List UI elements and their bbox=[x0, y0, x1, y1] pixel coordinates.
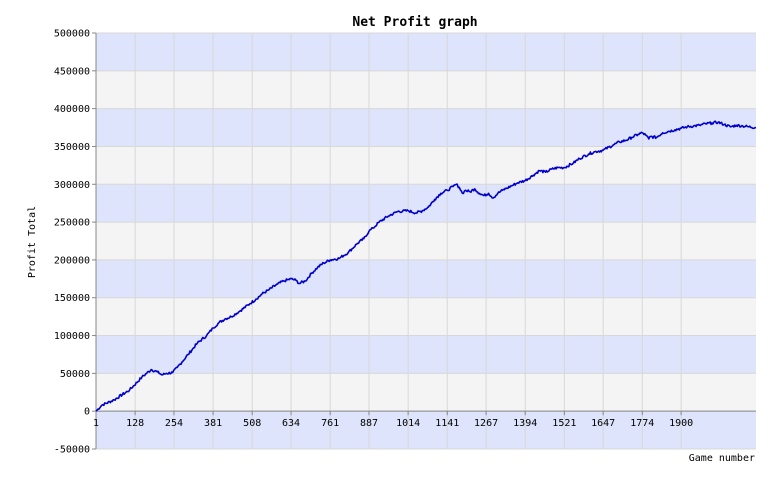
x-tick-label: 1267 bbox=[474, 418, 498, 429]
y-tick-label: 0 bbox=[84, 407, 90, 418]
plot-band bbox=[96, 297, 756, 336]
y-tick-label: 200000 bbox=[54, 255, 90, 266]
plot-band bbox=[96, 411, 756, 449]
x-axis-label: Game number bbox=[689, 453, 755, 464]
plot-bands bbox=[96, 33, 756, 449]
x-tick-label: 634 bbox=[282, 418, 300, 429]
x-tick-label: 1394 bbox=[513, 418, 537, 429]
plot-band bbox=[96, 108, 756, 147]
y-tick-label: 50000 bbox=[60, 369, 90, 380]
y-tick-label: 300000 bbox=[54, 180, 90, 191]
plot-band bbox=[96, 146, 756, 185]
x-tick-label: 1900 bbox=[669, 418, 693, 429]
axes bbox=[95, 33, 756, 449]
plot-band bbox=[96, 373, 756, 412]
y-tick-labels: -50000 0 50000 100000 150000 200000 250000 3000… bbox=[54, 29, 96, 456]
y-tick-label: 350000 bbox=[54, 142, 90, 153]
y-tick-label: 150000 bbox=[54, 293, 90, 304]
x-tick-label: 254 bbox=[165, 418, 183, 429]
x-tick-label: 381 bbox=[204, 418, 222, 429]
y-tick-label: 500000 bbox=[54, 29, 90, 40]
y-tick-label: 450000 bbox=[54, 66, 90, 77]
x-tick-label: 1774 bbox=[630, 418, 654, 429]
x-tick-label: 1521 bbox=[552, 418, 576, 429]
plot-band bbox=[96, 222, 756, 260]
x-tick-label: 1 bbox=[93, 418, 99, 429]
x-tick-labels: 1 128 254 381 508 634 761 887 1014 1141 1267 1394 15… bbox=[93, 411, 693, 429]
y-tick-label: 100000 bbox=[54, 331, 90, 342]
y-tick-label: 250000 bbox=[54, 218, 90, 229]
x-tick-label: 1647 bbox=[591, 418, 615, 429]
x-tick-label: 128 bbox=[126, 418, 144, 429]
x-tick-label: 1014 bbox=[396, 418, 420, 429]
series-line-net-profit bbox=[95, 120, 757, 412]
plot-band bbox=[96, 259, 756, 298]
y-tick-label: -50000 bbox=[54, 445, 90, 456]
y-axis-label: Profit Total bbox=[27, 206, 38, 278]
chart-title: Net Profit graph bbox=[352, 15, 477, 30]
x-tick-label: 887 bbox=[360, 418, 378, 429]
plot-band bbox=[96, 335, 756, 374]
plot-band bbox=[96, 33, 756, 71]
plot-band bbox=[96, 184, 756, 223]
plot-band bbox=[96, 70, 756, 109]
x-tick-label: 761 bbox=[321, 418, 339, 429]
y-tick-label: 400000 bbox=[54, 104, 90, 115]
x-tick-label: 508 bbox=[243, 418, 261, 429]
x-tick-label: 1141 bbox=[435, 418, 459, 429]
